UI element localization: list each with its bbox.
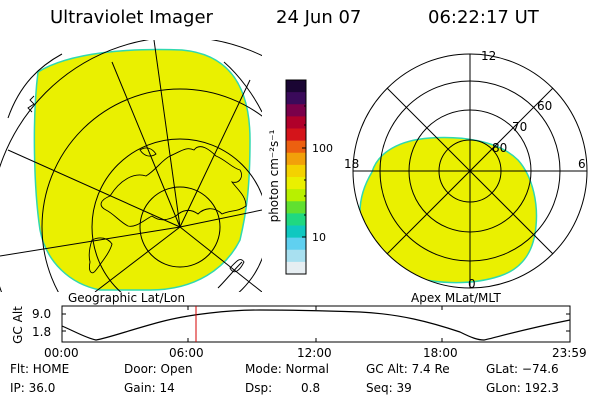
mlt-label-12: 12: [481, 49, 496, 63]
colorbar-swatch: [286, 164, 306, 178]
gain-info: Gain: 14: [124, 381, 175, 395]
altitude-xtick-0000: 00:00: [44, 346, 79, 360]
glon-info: GLon: 192.3: [486, 381, 559, 395]
gc-alt-info: GC Alt: 7.4 Re: [366, 362, 450, 376]
altitude-ylabel: GC Alt: [11, 306, 25, 344]
altitude-ytick-1-8: 1.8: [32, 325, 51, 339]
earth-limb: [7, 53, 63, 119]
colorbar-swatch: [286, 189, 306, 202]
colorbar: 100 10 photon cm⁻²s⁻¹: [267, 79, 333, 275]
mlat-label-80: 80: [492, 141, 507, 155]
geo-meridians: [0, 40, 262, 292]
polar-image-panel: 12 18 6 0 60 70 80: [344, 49, 588, 291]
time-label: 06:22:17 UT: [428, 7, 539, 28]
colorbar-swatch: [286, 225, 306, 239]
altitude-timeline: 9.0 1.8 GC Alt 00:00 06:00 12:00 18:00 2…: [11, 305, 587, 360]
colorbar-swatch: [286, 177, 306, 190]
colorbar-swatch: [286, 140, 306, 154]
glat-info: GLat: −74.6: [486, 362, 559, 376]
ip-info: IP: 36.0: [10, 381, 56, 395]
colorbar-swatch: [286, 261, 306, 275]
altitude-xtick-2359: 23:59: [552, 346, 587, 360]
mlat-label-70: 70: [512, 120, 527, 134]
colorbar-swatch: [286, 80, 306, 93]
colorbar-swatches: [286, 80, 306, 275]
polar-grid: [352, 53, 588, 289]
seq-info: Seq: 39: [366, 381, 412, 395]
colorbar-swatch: [286, 249, 306, 263]
mode-info: Mode: Normal: [245, 362, 329, 376]
door-info: Door: Open: [124, 362, 193, 376]
altitude-plot-frame: [61, 305, 571, 343]
geo-emission-region: [33, 48, 251, 291]
flight-info: Flt: HOME: [10, 362, 70, 376]
mlt-label-18: 18: [344, 157, 359, 171]
polar-panel-label: Apex MLat/MLT: [411, 291, 501, 305]
colorbar-swatch: [286, 128, 306, 142]
altitude-curve: [61, 309, 571, 341]
colorbar-swatch: [286, 213, 306, 227]
altitude-xtick-0600: 06:00: [169, 346, 204, 360]
dsp-value: 0.8: [301, 381, 321, 395]
mlt-label-6: 6: [578, 157, 586, 171]
mlt-label-0: 0: [468, 277, 476, 291]
colorbar-swatch: [286, 152, 306, 166]
altitude-ytick-9: 9.0: [32, 307, 51, 321]
colorbar-swatch: [286, 237, 306, 251]
altitude-xtick-1800: 18:00: [423, 346, 458, 360]
date-label: 24 Jun 07: [276, 7, 362, 28]
colorbar-tick-10: 10: [312, 231, 326, 244]
instrument-title: Ultraviolet Imager: [50, 7, 213, 28]
colorbar-frame: [285, 79, 307, 275]
geo-coastlines: [27, 95, 247, 274]
geographic-image-panel: [0, 40, 262, 292]
colorbar-swatch: [286, 116, 306, 130]
colorbar-unit-label: photon cm⁻²s⁻¹: [267, 129, 281, 222]
colorbar-swatch: [286, 92, 306, 105]
colorbar-tick-100: 100: [312, 142, 333, 155]
geographic-panel-label: Geographic Lat/Lon: [68, 291, 185, 305]
geo-latitude-circles: [0, 40, 262, 292]
colorbar-swatch: [286, 104, 306, 117]
polar-emission-region: [359, 136, 538, 284]
altitude-xtick-1200: 12:00: [297, 346, 332, 360]
colorbar-swatch: [286, 201, 306, 214]
mlat-label-60: 60: [537, 99, 552, 113]
dsp-label: Dsp:: [245, 381, 273, 395]
